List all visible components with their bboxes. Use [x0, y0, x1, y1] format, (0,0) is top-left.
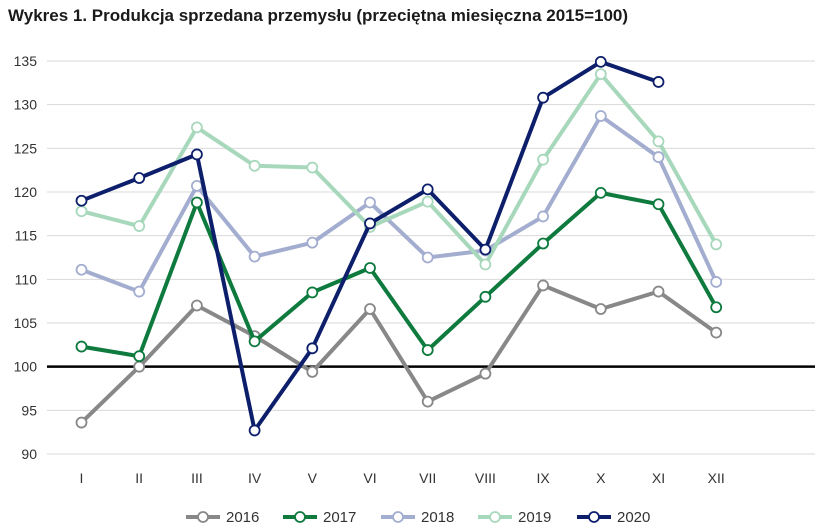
y-tick-label-100: 100	[14, 359, 38, 375]
data-point-2020-IX	[537, 91, 549, 104]
data-point-2020-XI	[652, 76, 665, 88]
data-point-2018-VII	[421, 251, 434, 264]
x-tick-label-XII: XII	[708, 470, 725, 486]
x-tick-label-III: III	[191, 470, 203, 486]
legend-marker-2016	[197, 511, 209, 523]
data-point-2016-IX	[537, 279, 549, 292]
data-point-2018-V	[306, 236, 319, 249]
x-tick-label-VII: VII	[419, 470, 436, 486]
data-point-2016-X	[594, 303, 607, 315]
x-tick-label-II: II	[135, 470, 143, 486]
data-point-2016-XI	[652, 285, 665, 298]
data-point-2016-V	[306, 366, 319, 378]
data-point-2016-III	[190, 299, 203, 312]
x-tick-label-I: I	[80, 470, 84, 486]
y-tick-label-95: 95	[21, 402, 37, 418]
y-tick-label-90: 90	[21, 446, 37, 462]
data-point-2019-XI	[652, 135, 665, 148]
x-tick-label-XI: XI	[652, 470, 665, 486]
data-point-2020-VII	[421, 183, 434, 196]
data-point-2020-II	[133, 172, 146, 184]
data-point-2016-VIII	[479, 367, 492, 380]
data-point-2019-X	[594, 68, 607, 80]
data-point-2017-III	[190, 196, 203, 209]
chart-title: Wykres 1. Produkcja sprzedana przemysłu …	[8, 6, 629, 25]
data-point-2018-X	[594, 110, 607, 122]
data-point-2018-IX	[537, 210, 549, 223]
legend-label-2017: 2017	[323, 509, 356, 526]
data-point-2019-III	[190, 121, 203, 134]
data-point-2020-VI	[364, 217, 376, 230]
data-point-2020-X	[594, 55, 607, 68]
data-point-2018-I	[75, 263, 88, 276]
y-tick-label-125: 125	[14, 140, 38, 156]
data-point-2017-IX	[537, 237, 549, 250]
legend-label-2018: 2018	[421, 509, 454, 526]
data-point-2017-IV	[248, 335, 261, 348]
data-point-2017-II	[133, 350, 146, 363]
data-point-2020-VIII	[479, 243, 492, 256]
data-point-2016-II	[133, 360, 146, 373]
data-point-2017-V	[306, 286, 319, 299]
data-point-2018-VI	[364, 196, 376, 209]
data-point-2017-I	[75, 340, 88, 353]
y-tick-label-110: 110	[15, 271, 38, 287]
series-line-2019	[79, 72, 719, 267]
x-tick-label-VI: VI	[363, 470, 376, 486]
y-tick-label-115: 115	[15, 228, 38, 244]
data-point-2017-VIII	[479, 290, 492, 303]
x-tick-label-IV: IV	[248, 470, 262, 486]
legend-marker-2019	[489, 511, 501, 523]
data-point-2019-II	[133, 220, 146, 232]
data-point-2020-V	[306, 342, 319, 355]
x-tick-label-V: V	[308, 470, 318, 486]
data-point-2019-XII	[710, 238, 723, 251]
legend-label-2016: 2016	[226, 509, 259, 526]
data-point-2018-IV	[248, 250, 261, 263]
data-point-2019-V	[306, 161, 319, 174]
data-point-2018-XI	[652, 151, 665, 163]
legend-label-2020: 2020	[617, 509, 650, 526]
data-point-2019-I	[75, 205, 88, 218]
data-point-2020-IV	[248, 424, 261, 437]
data-point-2017-X	[594, 186, 607, 199]
series-line-2017	[79, 190, 719, 359]
data-point-2018-II	[133, 285, 146, 298]
legend-marker-2018	[392, 511, 404, 523]
x-tick-label-VIII: VIII	[475, 470, 496, 486]
data-point-2018-III	[190, 179, 203, 192]
y-tick-label-105: 105	[14, 315, 38, 331]
data-point-2016-VII	[421, 395, 434, 408]
series-line-2018	[79, 114, 719, 294]
legend-marker-2020	[588, 511, 600, 523]
data-point-2017-VI	[364, 262, 376, 274]
data-point-2020-I	[75, 194, 88, 207]
y-tick-label-130: 130	[14, 97, 38, 113]
data-point-2017-XII	[710, 301, 723, 314]
legend-marker-2017	[294, 511, 306, 523]
data-point-2019-VIII	[479, 258, 492, 271]
data-point-2017-XI	[652, 198, 665, 211]
y-tick-label-135: 135	[14, 53, 38, 69]
data-point-2019-IV	[248, 159, 261, 172]
data-point-2016-XII	[710, 326, 723, 339]
data-point-2020-III	[190, 148, 203, 161]
data-point-2016-I	[75, 416, 88, 429]
series-line-2016	[79, 283, 719, 425]
data-point-2019-VII	[421, 195, 434, 208]
x-tick-label-IX: IX	[536, 470, 550, 486]
x-tick-label-X: X	[596, 470, 606, 486]
data-point-2017-VII	[421, 344, 434, 356]
legend-label-2019: 2019	[518, 509, 551, 526]
y-tick-label-120: 120	[14, 184, 38, 200]
data-point-2016-VI	[364, 303, 376, 315]
data-point-2018-XII	[710, 276, 723, 288]
data-point-2019-IX	[537, 153, 549, 166]
